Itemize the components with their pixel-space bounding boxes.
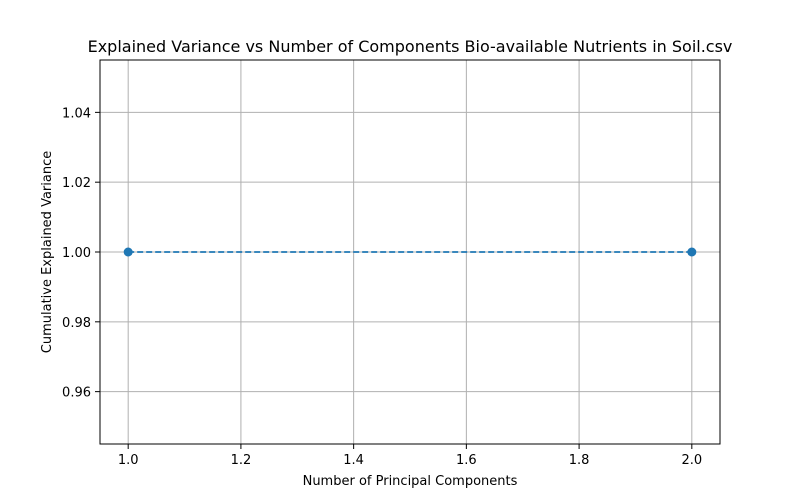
x-axis: 1.0 1.2 1.4 1.6 1.8 2.0	[118, 444, 702, 468]
y-tick-label: 1.02	[62, 176, 91, 191]
x-tick-label: 1.6	[456, 453, 477, 468]
x-tick-label: 1.0	[118, 453, 139, 468]
x-axis-label: Number of Principal Components	[303, 474, 518, 489]
series-layer	[123, 247, 697, 257]
x-tick-label: 1.4	[343, 453, 364, 468]
y-axis-label: Cumulative Explained Variance	[40, 151, 55, 353]
x-tick-label: 1.8	[569, 453, 590, 468]
chart-title: Explained Variance vs Number of Componen…	[88, 37, 733, 56]
y-tick-label: 1.00	[62, 246, 91, 261]
data-point	[123, 247, 133, 257]
y-axis: 0.96 0.98 1.00 1.02 1.04	[62, 106, 100, 401]
y-tick-label: 0.98	[62, 316, 91, 331]
data-point	[687, 247, 697, 257]
y-tick-label: 0.96	[62, 386, 91, 401]
x-tick-label: 1.2	[231, 453, 252, 468]
x-tick-label: 2.0	[681, 453, 702, 468]
y-tick-label: 1.04	[62, 106, 91, 121]
